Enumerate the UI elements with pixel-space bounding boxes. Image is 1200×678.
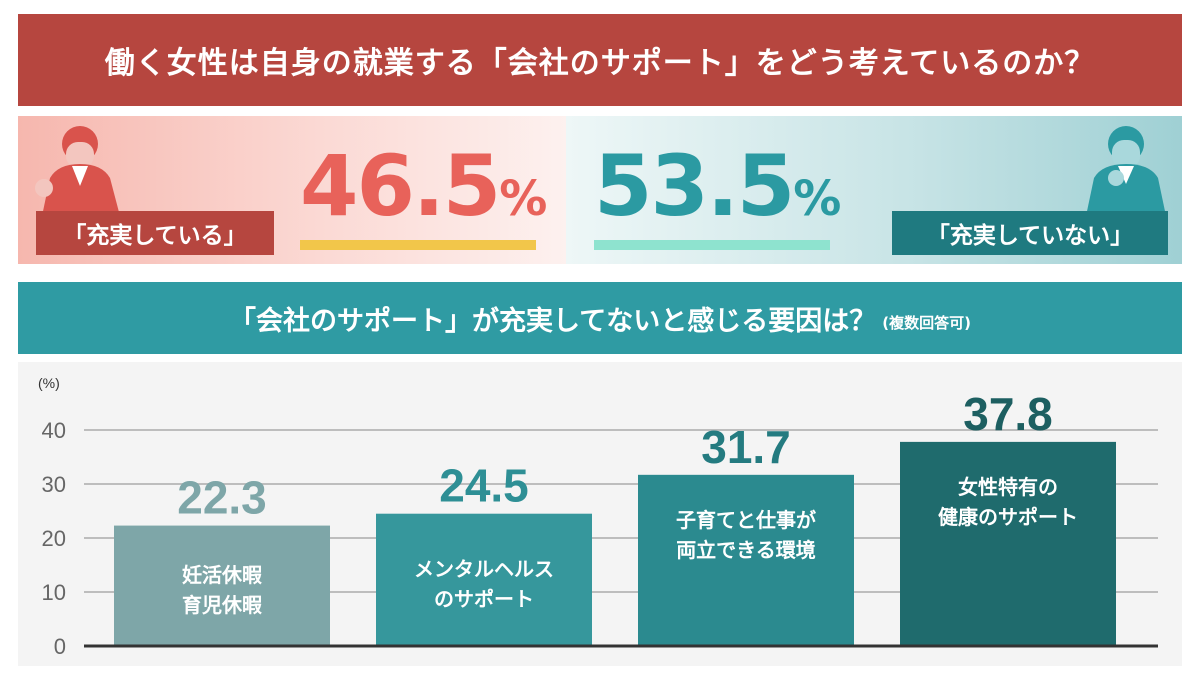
comparison-panel: 「充実している」 「充実していない」 46.5% 53.5% bbox=[18, 116, 1182, 264]
bar-4 bbox=[900, 441, 1116, 646]
category-label-3-1: 子育てと仕事が bbox=[676, 508, 816, 532]
bar-2 bbox=[376, 513, 592, 646]
bar-chart-area: (%) 0 10 20 30 40 22.3 妊活休暇育児休暇 24.5 メンタルヘルス のサポート… bbox=[18, 362, 1182, 666]
sub-title-banner: 「会社のサポート」が充実してないと感じる要因は？ (複数回答可) bbox=[18, 282, 1182, 354]
category-label-2-2: のサポート bbox=[434, 587, 534, 611]
category-label-1-2: 育児休暇 bbox=[182, 593, 262, 617]
value-label-2: 24.5 bbox=[439, 460, 529, 512]
positive-underline bbox=[300, 240, 536, 250]
category-label-4-1: 女性特有の bbox=[958, 475, 1058, 499]
value-label-4: 37.8 bbox=[963, 388, 1053, 440]
bar-1 bbox=[114, 525, 330, 646]
category-label-3-2: 両立できる環境 bbox=[676, 538, 816, 562]
category-label-1-1: 妊活休暇 bbox=[182, 563, 262, 587]
main-title: 働く女性は自身の就業する「会社のサポート」をどう考えているのか？ bbox=[104, 46, 1096, 81]
negative-percentage: 53.5% bbox=[594, 137, 842, 235]
category-label-2-1: メンタルヘルス bbox=[414, 557, 554, 581]
y-unit-label: (%) bbox=[38, 375, 60, 391]
positive-percentage: 46.5% bbox=[300, 137, 548, 235]
y-tick-label: 20 bbox=[42, 526, 66, 551]
y-tick-label: 10 bbox=[42, 580, 66, 605]
category-label-4-2: 健康のサポート bbox=[938, 505, 1078, 529]
value-label-3: 31.7 bbox=[701, 421, 791, 473]
woman-thinking-icon bbox=[1086, 126, 1166, 216]
y-tick-label: 40 bbox=[42, 418, 66, 443]
woman-fist-icon bbox=[35, 126, 120, 216]
negative-underline bbox=[594, 240, 830, 250]
y-tick-label: 0 bbox=[54, 634, 66, 659]
negative-label: 「充実していない」 bbox=[892, 211, 1168, 255]
positive-label: 「充実している」 bbox=[36, 211, 274, 255]
main-title-banner: 働く女性は自身の就業する「会社のサポート」をどう考えているのか？ bbox=[18, 14, 1182, 106]
sub-title-note: (複数回答可) bbox=[882, 313, 971, 332]
value-label-1: 22.3 bbox=[177, 472, 267, 524]
y-tick-label: 30 bbox=[42, 472, 66, 497]
sub-title: 「会社のサポート」が充実してないと感じる要因は？ bbox=[229, 305, 877, 337]
bar-3 bbox=[638, 474, 854, 646]
